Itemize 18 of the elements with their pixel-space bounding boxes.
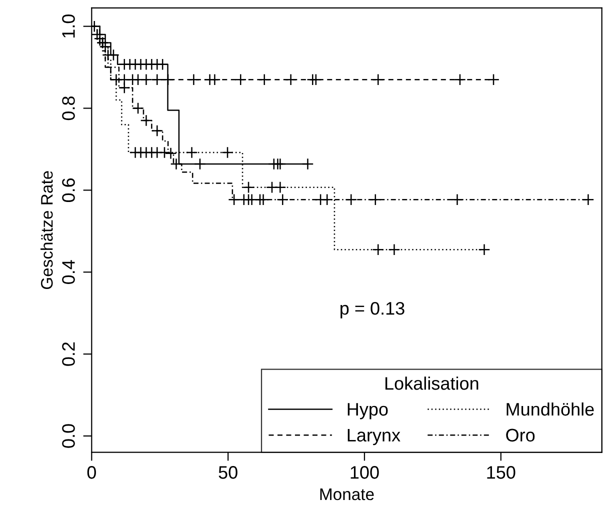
legend-title: Lokalisation	[385, 376, 478, 390]
y-axis-title: Geschätze Rate	[40, 171, 53, 290]
legend-label: Oro	[506, 428, 535, 442]
y-tick-label: 0.6	[62, 178, 75, 202]
legend-label: Larynx	[348, 428, 400, 446]
x-tick-label: 0	[87, 466, 96, 479]
annotation: p = 0.13	[340, 302, 404, 318]
x-axis-title: Monate	[320, 488, 374, 500]
legend-label: Hypo	[348, 403, 388, 420]
y-tick-label: 1.0	[62, 14, 75, 38]
y-tick-label: 0.8	[62, 96, 75, 120]
legend-label: Mundhöhle	[506, 402, 594, 416]
x-tick-label: 150	[487, 466, 516, 479]
x-tick-label: 100	[350, 466, 379, 479]
y-tick-label: 0.2	[62, 342, 75, 366]
y-tick-label: 0.4	[62, 260, 75, 284]
x-tick-label: 50	[218, 466, 238, 479]
y-tick-label: 0.0	[62, 424, 75, 448]
